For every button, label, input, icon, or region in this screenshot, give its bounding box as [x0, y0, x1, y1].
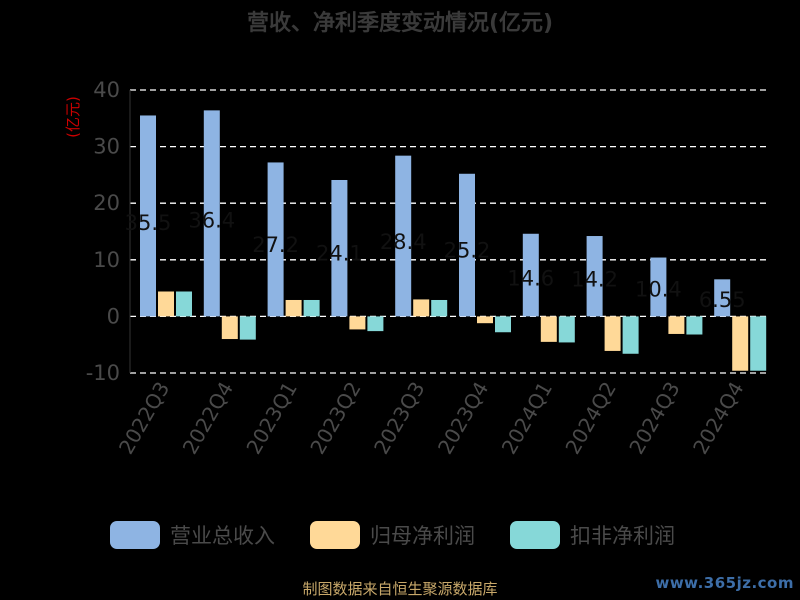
bar-2024Q1-1: [540, 316, 557, 342]
x-tick-label: 2023Q1: [241, 378, 301, 459]
data-label: 14.2: [571, 268, 618, 292]
y-tick-labels: -10 0 10 20 30 40: [86, 78, 120, 385]
bar-2023Q4-2: [495, 316, 511, 333]
x-tick-label: 2024Q2: [560, 378, 620, 459]
bar-2023Q3-1: [413, 299, 430, 317]
x-tick-label: 2024Q1: [497, 378, 557, 459]
bar-2024Q3-0: [650, 257, 667, 317]
bar-2024Q3-1: [668, 316, 685, 334]
x-tick-label: 2023Q3: [369, 378, 429, 459]
y-tick-label: 20: [93, 191, 120, 215]
data-label: 6.55: [699, 288, 746, 312]
legend-label: 营业总收入: [170, 524, 275, 548]
data-label: 28.4: [380, 230, 427, 254]
bar-2024Q4-1: [732, 316, 749, 371]
bar-2023Q2-2: [367, 316, 384, 332]
bar-2023Q3-2: [431, 299, 448, 317]
data-label: 36.4: [188, 209, 235, 233]
bar-2023Q1-2: [303, 299, 320, 317]
y-tick-label: 40: [93, 78, 120, 102]
y-tick-label: 30: [93, 135, 120, 159]
x-tick-labels: 2022Q3 2022Q4 2023Q1 2023Q2 2023Q3 2023Q4 2024…: [114, 378, 749, 459]
x-tick-label: 2023Q4: [433, 378, 493, 459]
bar-2024Q4-0: [714, 279, 731, 317]
x-tick-label: 2024Q3: [624, 378, 684, 459]
data-label: 25.2: [444, 238, 491, 262]
bar-2023Q2-1: [349, 316, 366, 330]
legend-swatch: [110, 521, 160, 549]
data-source-note: 制图数据来自恒生聚源数据库: [302, 580, 498, 598]
y-tick-label: 10: [93, 248, 120, 272]
data-label: 10.4: [635, 278, 682, 302]
bar-2024Q2-0: [586, 236, 603, 317]
x-tick-label: 2023Q2: [305, 378, 365, 459]
y-tick-label: -10: [86, 361, 120, 385]
bar-2022Q3-2: [176, 291, 192, 317]
data-labels: 35.5 36.4 27.2 24.1 28.4 25.2 14.6 14.2 10.4 6.55: [125, 209, 746, 312]
bar-2023Q1-1: [285, 299, 302, 317]
y-tick-label: 0: [107, 304, 120, 328]
bar-2022Q3-0: [140, 115, 156, 317]
data-label: 24.1: [316, 241, 363, 265]
bar-2024Q4-2: [750, 316, 767, 371]
bar-2022Q3-1: [158, 291, 174, 317]
bar-2023Q3-0: [395, 155, 412, 317]
chart-title: 营收、净利季度变动情况(亿元): [247, 10, 553, 36]
bar-2022Q4-1: [221, 316, 238, 340]
bar-2022Q4-2: [239, 316, 256, 340]
legend-label: 扣非净利润: [570, 524, 675, 548]
bar-2024Q2-1: [604, 316, 621, 351]
bar-2023Q2-0: [331, 179, 348, 317]
x-tick-label: 2022Q4: [178, 378, 238, 459]
legend-label: 归母净利润: [370, 524, 475, 548]
data-label: 14.6: [507, 267, 554, 291]
bar-2024Q1-2: [558, 316, 575, 343]
bar-2023Q1-0: [267, 162, 284, 317]
bar-2022Q4-0: [203, 110, 220, 317]
bar-2024Q2-2: [622, 316, 639, 354]
legend-swatch: [510, 521, 560, 549]
data-label: 35.5: [125, 211, 172, 235]
site-watermark: www.365jz.com: [655, 574, 794, 592]
data-label: 27.2: [252, 233, 299, 257]
y-axis-label: (亿元): [64, 96, 82, 138]
bars: [140, 110, 767, 371]
x-tick-label: 2024Q4: [688, 378, 748, 459]
legend-swatch: [310, 521, 360, 549]
legend: 营业总收入 归母净利润 扣非净利润: [110, 521, 675, 549]
bar-2024Q1-0: [522, 233, 539, 317]
bar-2024Q3-2: [686, 316, 703, 335]
bar-2023Q4-1: [477, 316, 493, 324]
bar-2023Q4-0: [459, 173, 475, 317]
x-tick-label: 2022Q3: [114, 378, 174, 459]
